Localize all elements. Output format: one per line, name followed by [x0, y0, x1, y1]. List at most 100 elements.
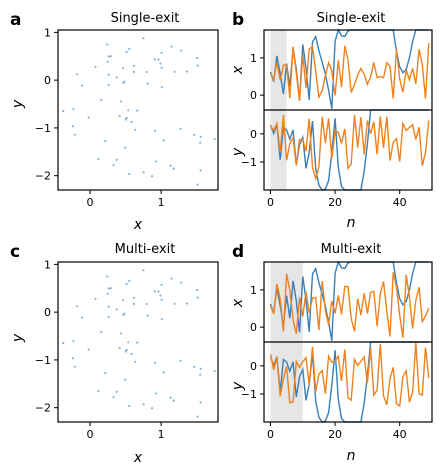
panel-a-point	[185, 70, 189, 73]
panel-c-plot: 0 1 1 0 −1 −2	[35, 258, 219, 441]
panel-a-point	[180, 49, 183, 52]
panel-c-point	[62, 341, 65, 345]
panel-a-point	[107, 73, 110, 76]
panel-c-ytick-label: −1	[35, 354, 51, 367]
panel-c-point	[119, 332, 123, 335]
panel-c-title: Multi-exit	[115, 242, 176, 257]
panel-c-point	[122, 313, 125, 316]
panel-b-title: Single-exit	[317, 11, 386, 26]
panel-c-point	[127, 341, 130, 344]
panel-a-point	[125, 116, 128, 120]
panel-a-ytick-label: 1	[44, 26, 51, 39]
panel-a-point	[107, 55, 110, 58]
panel-b-xlabel: n	[347, 215, 356, 231]
panel-c-point	[160, 283, 163, 286]
panel-a-point	[87, 116, 90, 119]
panel-c-point	[107, 315, 110, 319]
panel-d-plot: 0 20 40 1 0 0 −1	[241, 260, 433, 441]
panel-a-point	[130, 120, 133, 123]
panel-c-point	[160, 298, 163, 301]
panel-a-point	[196, 57, 199, 60]
panel-d-xlabel: n	[347, 448, 356, 464]
panel-c-point	[112, 396, 115, 399]
panel-a-point	[162, 139, 165, 142]
panel-c-point	[115, 390, 118, 393]
panel-a-point	[132, 64, 135, 68]
panel-a-point	[196, 64, 199, 67]
panel-c-point	[153, 361, 157, 364]
panel-c-point	[136, 341, 139, 344]
panel-c-point	[162, 371, 165, 374]
panel-c-frame	[57, 261, 219, 423]
panel-a-point	[145, 70, 148, 74]
panel-c-point	[132, 296, 135, 300]
panel-c-point	[124, 378, 127, 381]
panel-a-point	[213, 138, 216, 141]
panel-c-point	[180, 281, 183, 284]
panel-c-point	[87, 348, 90, 351]
panel-b-xtick-label: 0	[267, 196, 274, 209]
panel-b-xtick-label: 40	[393, 196, 407, 209]
panel-a-point	[122, 67, 125, 70]
panel-c-point	[115, 308, 118, 311]
panel-c-point	[157, 290, 160, 293]
panel-a-xlabel: x	[133, 217, 143, 233]
panel-c-point	[125, 283, 128, 286]
panel-c-point	[142, 403, 145, 406]
panel-b-x-series-line	[269, 28, 429, 109]
panel-a-point	[115, 158, 118, 161]
panel-a-point	[100, 98, 103, 101]
panel-c-point	[213, 370, 216, 373]
panel-d-ylabel-bottom: y	[230, 381, 246, 391]
panel-c-point	[76, 305, 79, 308]
panel-c-point	[146, 314, 149, 317]
panel-a-point	[128, 172, 131, 175]
panel-c-point	[71, 357, 75, 360]
panel-a-point	[104, 140, 107, 143]
panel-b-top-ytick-label: 1	[250, 52, 257, 65]
panel-b-top-ytick-label: 0	[250, 89, 257, 102]
panel-a-point	[160, 86, 163, 89]
panel-b-y-series-line	[269, 114, 430, 182]
panel-c-point	[172, 399, 175, 402]
panel-c-point	[109, 287, 112, 290]
panel-c-point	[118, 347, 121, 350]
panel-c-point	[132, 302, 135, 305]
panel-c-point	[173, 302, 176, 305]
panel-c-point	[128, 404, 131, 407]
panel-b-xtick-label: 20	[328, 196, 342, 209]
panel-d-x-series-line	[269, 272, 430, 338]
panel-c-xlabel: x	[133, 450, 143, 466]
panel-a-point	[199, 169, 202, 172]
panel-a-point	[134, 128, 137, 131]
panel-a-point	[62, 109, 65, 113]
panel-c-point	[185, 302, 189, 305]
panel-d-ylabel-top: x	[230, 298, 246, 308]
panel-a-point	[196, 183, 199, 186]
panel-c-point	[104, 372, 107, 375]
panel-c-point	[122, 299, 125, 302]
panel-c-point	[145, 302, 148, 306]
panel-d-xtick-label: 20	[328, 428, 342, 441]
panel-a-point	[106, 43, 109, 46]
panel-a-point	[136, 109, 139, 112]
panel-a-point	[94, 65, 97, 68]
panel-label-d: d	[232, 242, 244, 262]
panel-b-ylabel-top: x	[230, 65, 246, 75]
panel-c-point	[199, 401, 202, 404]
panel-a-point	[119, 100, 123, 103]
panel-b-ylabel-bottom: y	[230, 147, 246, 157]
panel-c-point	[142, 269, 145, 272]
panel-d-xtick-label: 0	[267, 428, 274, 441]
panel-c-point	[153, 290, 156, 293]
panel-a-point	[170, 45, 173, 48]
panel-label-b: b	[232, 10, 244, 30]
panel-a-point	[142, 171, 145, 174]
panel-a-point	[146, 82, 149, 85]
panel-a-frame	[57, 29, 219, 191]
panel-a-point	[109, 55, 112, 58]
panel-c-point	[179, 359, 182, 363]
panel-a-title: Single-exit	[111, 11, 180, 26]
panel-a-point	[72, 108, 75, 111]
panel-c-point	[199, 373, 202, 376]
